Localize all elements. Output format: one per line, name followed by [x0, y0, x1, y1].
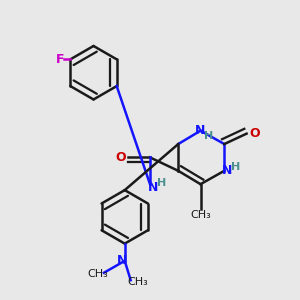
Text: O: O: [250, 127, 260, 140]
Text: N: N: [117, 254, 127, 267]
Text: CH₃: CH₃: [190, 210, 211, 220]
Text: O: O: [115, 151, 126, 164]
Text: CH₃: CH₃: [128, 277, 148, 287]
Text: H: H: [231, 162, 240, 172]
Text: CH₃: CH₃: [88, 269, 108, 279]
Text: N: N: [195, 124, 206, 137]
Text: H: H: [204, 131, 214, 141]
Text: F: F: [56, 53, 64, 66]
Text: N: N: [148, 181, 158, 194]
Text: N: N: [222, 164, 232, 177]
Text: H: H: [157, 178, 166, 188]
